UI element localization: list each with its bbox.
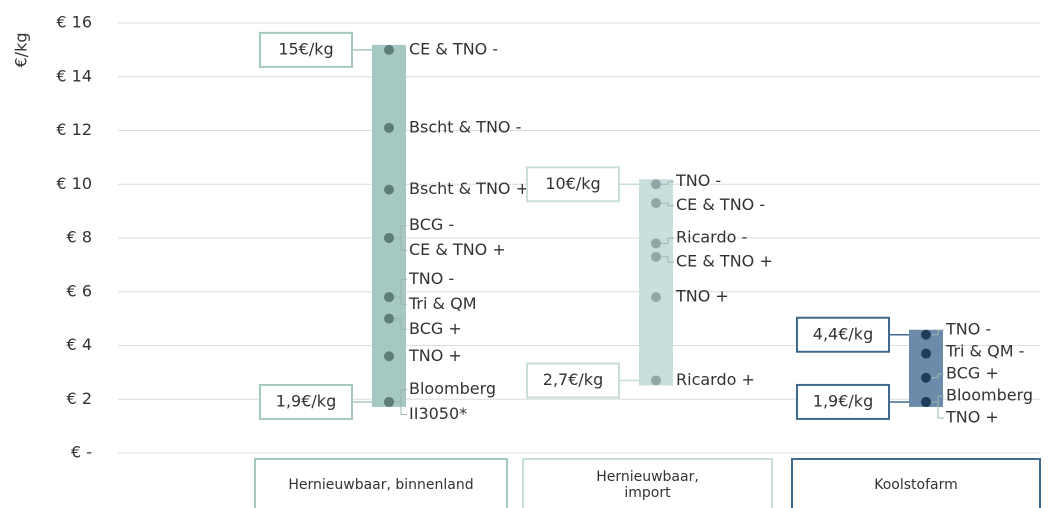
point-label: TNO + (675, 287, 729, 306)
point-label: BCG + (946, 363, 999, 382)
range-label: 15€/kg (278, 39, 333, 58)
category-label: Koolstofarm (791, 458, 1041, 508)
data-point (384, 292, 394, 303)
range-label-box (526, 362, 620, 399)
range-label-box (259, 383, 353, 420)
data-point (651, 375, 661, 386)
data-point (651, 198, 661, 209)
label-connector (931, 373, 944, 379)
point-label: Bloomberg (409, 379, 496, 398)
data-point (921, 348, 931, 359)
data-point (921, 372, 931, 383)
data-point (384, 351, 394, 362)
data-point (384, 44, 394, 55)
y-axis-label: €/kg (12, 33, 31, 68)
category-label: Hernieuwbaar, binnenland (254, 458, 508, 508)
point-label: CE & TNO - (676, 195, 765, 214)
label-connector (394, 318, 407, 330)
range-label-box (526, 166, 620, 203)
y-tick-label: € 4 (67, 335, 92, 354)
data-point (384, 122, 394, 133)
point-label: Tri & QM (408, 294, 477, 313)
point-label: BCG + (409, 319, 462, 338)
data-point (384, 313, 394, 324)
point-label: Bscht & TNO - (409, 117, 521, 136)
range-bar (909, 329, 943, 407)
data-point (384, 184, 394, 195)
y-tick-label: € - (71, 443, 92, 462)
point-label: Bscht & TNO + (409, 179, 529, 198)
point-label: CE & TNO + (676, 252, 773, 271)
range-label: 4,4€/kg (813, 324, 873, 343)
data-point (651, 179, 661, 190)
point-label: CE & TNO - (409, 39, 498, 58)
point-label: BCG - (409, 215, 454, 234)
y-tick-label: € 6 (67, 281, 92, 300)
point-label: Tri & QM - (945, 341, 1024, 360)
range-label-box (259, 31, 353, 68)
range-label-box (796, 316, 890, 353)
point-label: Bloomberg (946, 385, 1033, 404)
y-tick-label: € 16 (56, 13, 92, 32)
range-bar (372, 44, 406, 407)
label-connector (661, 202, 674, 207)
range-label-box (796, 383, 890, 420)
range-bar (639, 179, 673, 386)
data-point (651, 238, 661, 249)
data-point (651, 251, 661, 262)
point-label: Ricardo - (676, 228, 747, 247)
data-point (384, 233, 394, 243)
data-point (921, 329, 931, 340)
range-label: 10€/kg (545, 174, 600, 193)
range-label: 1,9€/kg (276, 391, 336, 410)
y-tick-label: € 14 (56, 66, 92, 85)
y-tick-label: € 12 (56, 120, 92, 139)
label-connector (931, 329, 944, 336)
range-label: 1,9€/kg (813, 391, 873, 410)
label-connector (661, 256, 674, 263)
data-point (384, 396, 394, 407)
label-connector (394, 296, 407, 305)
data-point (921, 396, 931, 407)
point-label: Ricardo + (676, 370, 755, 389)
label-connector (661, 181, 674, 185)
point-label: TNO + (945, 407, 999, 426)
point-label: TNO - (945, 319, 991, 338)
range-label: 2,7€/kg (543, 370, 603, 389)
point-label: II3050* (409, 404, 467, 423)
y-tick-label: € 10 (56, 174, 92, 193)
point-label: TNO - (408, 269, 454, 288)
label-connector (394, 401, 407, 415)
point-label: TNO + (408, 346, 462, 365)
category-label: Hernieuwbaar, import (522, 458, 773, 508)
data-point (651, 292, 661, 303)
label-connector (394, 237, 407, 251)
point-label: TNO - (675, 171, 721, 190)
point-label: CE & TNO + (409, 240, 506, 259)
label-connector (931, 401, 944, 419)
label-connector (661, 237, 674, 244)
y-tick-label: € 2 (67, 389, 92, 408)
y-tick-label: € 8 (67, 228, 92, 247)
